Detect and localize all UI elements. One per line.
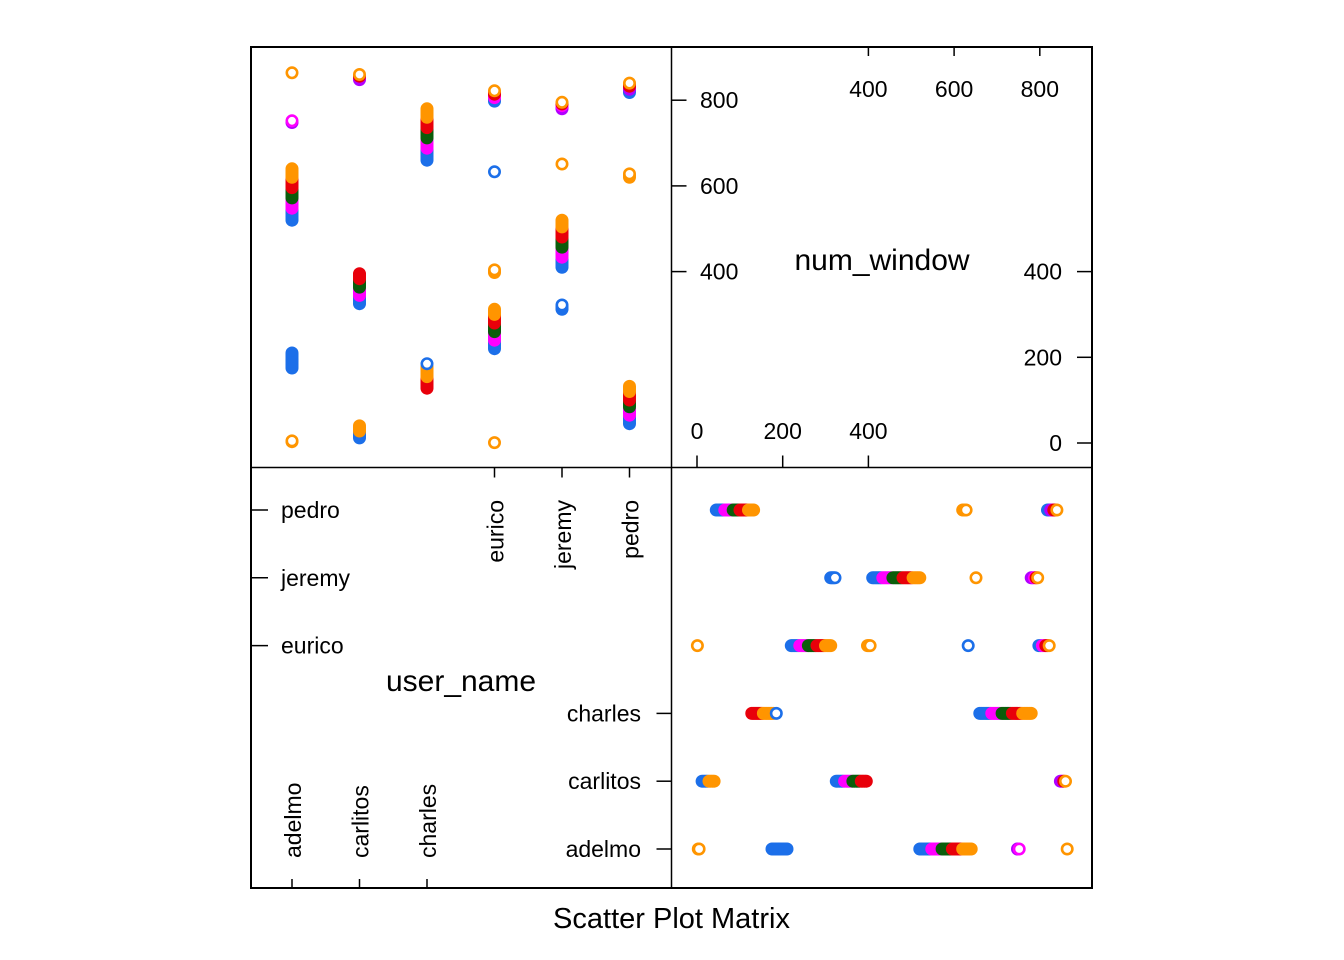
point-carlitos-bottom [707, 774, 721, 788]
tick-label-carlitos: carlitos [348, 785, 374, 858]
point-adelmo-bottom [692, 842, 706, 856]
point-carlitos-top [352, 267, 366, 281]
tick-label: 0 [691, 418, 704, 444]
tick-label-pedro: pedro [618, 500, 644, 559]
tick-label: 400 [1024, 259, 1062, 285]
point-pedro-bottom [959, 503, 973, 517]
point-pedro-top [622, 379, 636, 393]
tick-label: 200 [764, 418, 802, 444]
point-adelmo-bottom [1060, 842, 1074, 856]
point-charles-top [420, 102, 434, 116]
point-eurico-bottom [863, 639, 877, 653]
point-carlitos-bottom [859, 774, 873, 788]
point-eurico-bottom [824, 639, 838, 653]
tick-label-charles: charles [567, 700, 641, 726]
tick-label: 600 [700, 173, 738, 199]
point-eurico-top [487, 165, 501, 179]
point-eurico-bottom [961, 639, 975, 653]
point-pedro-top [622, 76, 636, 90]
tick-label-adelmo: adelmo [566, 836, 641, 862]
point-adelmo-top [285, 66, 299, 80]
point-jeremy-bottom [969, 571, 983, 585]
tick-label: 0 [1049, 430, 1062, 456]
tick-label-jeremy: jeremy [550, 500, 576, 571]
point-eurico-top [487, 436, 501, 450]
point-eurico-bottom [690, 639, 704, 653]
point-eurico-bottom [1042, 639, 1056, 653]
tick-label-charles: charles [415, 784, 441, 858]
tick-label: 600 [935, 76, 973, 102]
tick-label: 200 [1024, 344, 1062, 370]
tick-label: 400 [849, 418, 887, 444]
tick-label: 800 [1021, 76, 1059, 102]
point-carlitos-top [352, 419, 366, 433]
point-carlitos-bottom [1059, 774, 1073, 788]
point-jeremy-top [555, 95, 569, 109]
point-eurico-top [487, 84, 501, 98]
point-adelmo-bottom [1012, 842, 1026, 856]
chart-subtitle: Scatter Plot Matrix [553, 903, 790, 935]
tick-label-carlitos: carlitos [568, 768, 641, 794]
point-adelmo-top [285, 346, 299, 360]
point-adelmo-top [285, 114, 299, 128]
point-jeremy-top [555, 298, 569, 312]
point-adelmo-top [285, 434, 299, 448]
points-layer [285, 66, 1074, 856]
point-charles-bottom [769, 706, 783, 720]
point-charles-top [420, 357, 434, 371]
diag-label-num-window: num_window [794, 244, 969, 277]
axes-layer: 400 600 800 400 600 800 0 200 400 0 200 400 adelmo ca… [251, 47, 1092, 888]
tick-label: 400 [700, 259, 738, 285]
point-eurico-top [487, 302, 501, 316]
point-jeremy-top [555, 213, 569, 227]
tick-label-adelmo: adelmo [280, 783, 306, 858]
tick-label: 800 [700, 87, 738, 113]
point-pedro-bottom [747, 503, 761, 517]
point-pedro-bottom [1050, 503, 1064, 517]
tick-label-eurico: eurico [281, 633, 344, 659]
tick-label-eurico: eurico [483, 500, 509, 563]
point-jeremy-bottom [1031, 571, 1045, 585]
point-charles-bottom [1024, 706, 1038, 720]
point-adelmo-top [285, 162, 299, 176]
tick-label-pedro: pedro [281, 497, 340, 523]
point-eurico-top [487, 263, 501, 277]
point-adelmo-bottom [964, 842, 978, 856]
diag-label-user-name: user_name [386, 665, 536, 698]
point-jeremy-top [555, 157, 569, 171]
tick-label-jeremy: jeremy [280, 565, 351, 591]
point-carlitos-top [352, 68, 366, 82]
point-jeremy-bottom [913, 571, 927, 585]
tick-label: 400 [849, 76, 887, 102]
point-jeremy-bottom [828, 571, 842, 585]
point-pedro-top [622, 167, 636, 181]
point-adelmo-bottom [780, 842, 794, 856]
